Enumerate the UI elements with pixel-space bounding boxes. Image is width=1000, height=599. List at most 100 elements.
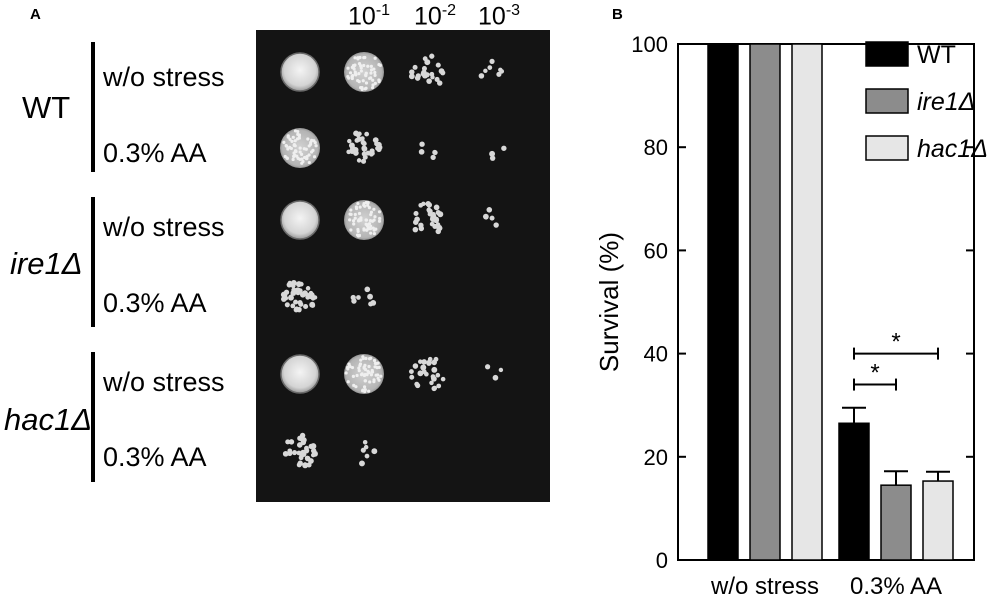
colony	[420, 364, 427, 371]
colony	[300, 157, 304, 161]
colony	[409, 374, 415, 380]
colony	[367, 370, 371, 375]
colony	[426, 202, 433, 208]
colony	[361, 356, 365, 361]
colony	[351, 374, 355, 378]
colony	[297, 133, 302, 137]
strain-label-wt: WT	[22, 90, 71, 125]
colony	[361, 79, 365, 83]
strain-label-hac1: hac1Δ	[4, 402, 93, 437]
colony	[347, 138, 352, 144]
y-tick-label: 40	[644, 342, 668, 367]
colony-spot	[344, 52, 384, 92]
colony	[290, 283, 296, 289]
colony	[364, 356, 368, 361]
colony	[431, 376, 437, 382]
colony	[489, 155, 496, 161]
colony	[431, 366, 438, 373]
colony	[421, 359, 427, 365]
colony	[314, 144, 318, 148]
x-category-label: w/o stress	[710, 573, 819, 599]
colony	[431, 385, 437, 392]
colony	[306, 137, 310, 141]
y-axis-title: Survival (%)	[594, 232, 624, 372]
bar	[749, 43, 781, 561]
colony	[437, 225, 443, 231]
colony	[366, 203, 370, 207]
colony	[366, 64, 370, 68]
bar	[838, 422, 870, 561]
condition-label: w/o stress	[103, 367, 225, 397]
colony	[353, 212, 357, 217]
colony	[369, 231, 373, 235]
colony	[438, 68, 445, 75]
colony	[352, 67, 356, 71]
colony	[282, 140, 286, 144]
colony	[426, 78, 432, 85]
colony	[357, 80, 361, 84]
ire1-bracket	[91, 197, 95, 327]
x-category-label: 0.3% AA	[850, 573, 942, 599]
colony	[356, 201, 360, 206]
colony	[371, 83, 375, 87]
colony	[299, 453, 304, 459]
legend-swatch	[865, 135, 909, 161]
colony	[287, 448, 293, 454]
colony	[364, 86, 368, 90]
colony	[355, 373, 359, 378]
colony	[412, 363, 419, 369]
colony	[357, 72, 361, 76]
colony	[373, 215, 377, 219]
colony	[364, 218, 368, 222]
colony	[367, 226, 371, 230]
colony	[350, 145, 356, 151]
dilution-label-1: 10-1	[348, 2, 391, 31]
colony	[285, 439, 291, 445]
colony	[286, 282, 292, 288]
colony	[282, 450, 289, 457]
colony	[296, 442, 303, 448]
colony	[364, 81, 369, 85]
y-tick-label: 80	[644, 135, 668, 160]
colony	[356, 158, 362, 163]
colony	[351, 63, 356, 68]
colony	[288, 439, 295, 445]
colony	[307, 160, 311, 165]
colony	[373, 56, 377, 60]
colony	[492, 374, 499, 381]
colony	[418, 225, 425, 232]
colony	[370, 368, 374, 373]
colony	[426, 359, 432, 365]
colony-spot	[280, 354, 320, 394]
legend-label: hac1Δ	[917, 135, 988, 163]
condition-label: 0.3% AA	[103, 442, 207, 472]
colony	[440, 376, 446, 382]
colony	[415, 382, 421, 389]
colony	[352, 383, 356, 387]
colony	[483, 214, 489, 220]
colony	[296, 307, 302, 313]
hac1-bracket	[91, 352, 95, 482]
colony	[350, 294, 356, 301]
colony	[357, 211, 362, 216]
colony	[295, 154, 299, 158]
colony	[310, 296, 316, 301]
colony	[354, 206, 359, 211]
colony	[367, 364, 371, 369]
colony	[357, 369, 361, 373]
colony	[498, 367, 504, 373]
colony	[359, 460, 365, 467]
colony	[305, 156, 309, 161]
legend-swatch	[865, 88, 909, 114]
colony	[367, 222, 372, 226]
colony	[379, 374, 383, 378]
colony	[356, 227, 360, 232]
colony	[356, 295, 361, 300]
colony	[348, 71, 353, 75]
colony	[290, 139, 294, 144]
colony	[431, 214, 437, 220]
colony	[291, 135, 295, 139]
colony	[353, 72, 358, 76]
colony	[422, 56, 428, 62]
panel-b-label: B	[612, 6, 623, 23]
